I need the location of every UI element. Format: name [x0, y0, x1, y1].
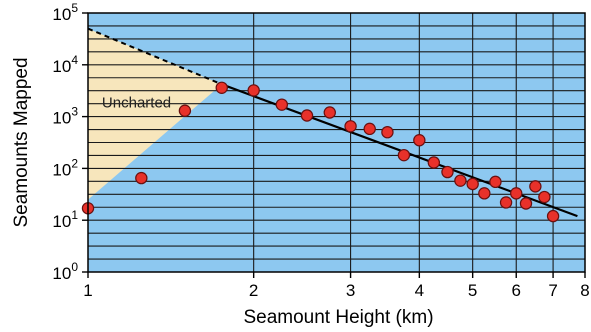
- y-axis-ticks: 100 101 102 103 104 105: [52, 1, 88, 283]
- data-point: [499, 196, 513, 209]
- data-point: [397, 148, 411, 162]
- y-tick-label: 102: [52, 156, 78, 179]
- y-tick-label: 100: [52, 260, 78, 283]
- x-tick-label: 7: [548, 281, 557, 300]
- plot-area: Uncharted: [81, 12, 586, 273]
- data-point: [344, 120, 357, 133]
- data-point: [215, 81, 228, 94]
- y-tick-label: 103: [52, 105, 78, 128]
- data-point: [478, 187, 491, 200]
- uncharted-label: Uncharted: [102, 94, 171, 111]
- x-tick-label: 1: [83, 281, 92, 300]
- data-point: [135, 171, 148, 185]
- x-axis-ticks: 1 2 3 4 5 6 7 8: [83, 272, 590, 300]
- data-point: [529, 180, 542, 193]
- data-point: [538, 190, 551, 204]
- y-tick-label: 105: [52, 1, 78, 24]
- x-tick-label: 8: [580, 281, 589, 300]
- y-tick-label: 101: [52, 208, 78, 231]
- data-point: [381, 125, 394, 139]
- data-point: [300, 109, 314, 122]
- x-tick-label: 2: [249, 281, 258, 300]
- data-point: [510, 187, 523, 200]
- data-point: [546, 209, 560, 223]
- data-point: [413, 134, 426, 147]
- x-axis-title: Seamount Height (km): [243, 307, 433, 328]
- data-point: [489, 175, 502, 189]
- data-point: [441, 165, 454, 179]
- data-point: [247, 84, 260, 97]
- data-point: [454, 174, 467, 187]
- y-tick-label: 104: [52, 53, 78, 76]
- plot-frame: [87, 12, 586, 273]
- data-point: [178, 104, 192, 117]
- data-point: [363, 122, 376, 136]
- data-point: [323, 106, 336, 119]
- x-tick-label: 3: [346, 281, 355, 300]
- data-point: [427, 156, 441, 169]
- x-tick-label: 6: [512, 281, 521, 300]
- gridlines: [88, 13, 585, 272]
- y-axis-title: Seamounts Mapped: [11, 57, 32, 227]
- data-points: [81, 81, 560, 223]
- data-point: [275, 98, 289, 111]
- data-point: [466, 177, 479, 191]
- data-point: [519, 197, 533, 210]
- trend-line-dashed: [87, 27, 223, 86]
- x-tick-label: 4: [415, 281, 424, 300]
- x-tick-label: 5: [468, 281, 477, 300]
